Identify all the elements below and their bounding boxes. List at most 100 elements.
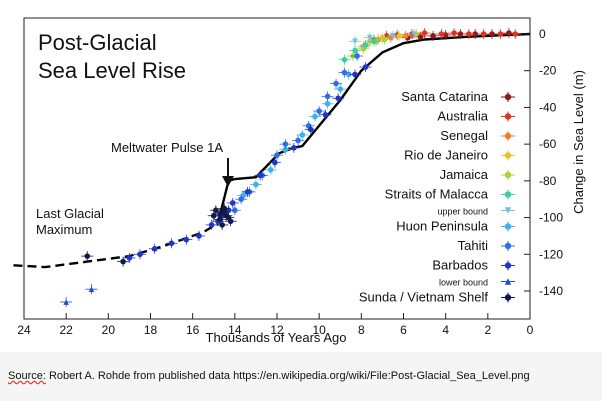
legend-label-jamaica: Jamaica: [440, 167, 489, 182]
data-point-upper-bound: [366, 34, 373, 41]
legend-label-straits-of-malacca: Straits of Malacca: [385, 187, 489, 202]
data-point-upper-bound: [411, 31, 417, 37]
data-point-tahiti: [341, 69, 348, 76]
y-tick-label: -40: [539, 100, 557, 114]
data-point-huon-peninsula: [253, 181, 259, 188]
data-point-tahiti: [333, 80, 339, 87]
legend-marker-jamaica: [504, 171, 512, 179]
data-point-australia: [512, 31, 519, 37]
legend-label-santa-catarina: Santa Catarina: [401, 89, 488, 104]
data-point-sunda-vietnam-shelf: [217, 211, 223, 217]
data-point-sunda-vietnam-shelf: [213, 207, 219, 214]
legend-marker-sunda-vietnam-shelf: [504, 294, 512, 301]
data-point-lower-bound: [88, 286, 95, 292]
data-point-huon-peninsula: [337, 86, 344, 92]
data-point-barbados: [168, 240, 175, 247]
plot-frame: [23, 17, 531, 320]
data-point-barbados: [307, 126, 314, 133]
data-point-sunda-vietnam-shelf: [221, 205, 228, 212]
chart-title-line-2: Sea Level Rise: [38, 58, 186, 83]
x-tick-label: 0: [527, 323, 534, 337]
legend-marker-lower-bound: [504, 278, 512, 285]
data-point-tahiti: [316, 108, 322, 114]
legend-label-upper-bound: upper bound: [437, 207, 488, 217]
legend-label-sunda-vietnam-shelf: Sunda / Vietnam Shelf: [359, 290, 489, 305]
data-point-santa-catarina: [457, 31, 464, 37]
source-middle: from published data: [130, 370, 234, 382]
x-tick-label: 8: [358, 323, 365, 337]
data-point-sunda-vietnam-shelf: [217, 216, 223, 223]
x-tick-label: 24: [17, 323, 31, 337]
data-point-barbados: [225, 207, 232, 214]
source-author: Robert A. Rohde: [48, 370, 131, 382]
annotation-lgm-line-2: Maximum: [36, 222, 92, 237]
legend-marker-australia: [504, 113, 512, 120]
data-point-santa-catarina: [417, 33, 424, 40]
data-point-santa-catarina: [430, 33, 436, 39]
data-point-senegal: [402, 33, 409, 39]
x-ticks: 24 22 20 18 16 14 12 10 8 6 4 2 0: [17, 313, 534, 337]
x-tick-label: 16: [186, 323, 200, 337]
legend-marker-rio-de-janeiro: [504, 152, 512, 159]
data-point-barbados: [272, 159, 278, 166]
data-point-sunda-vietnam-shelf: [223, 212, 230, 219]
legend-label-barbados: Barbados: [432, 258, 488, 273]
x-tick-label: 22: [59, 323, 73, 337]
data-point-straits-of-malacca: [352, 47, 358, 54]
legend-marker-huon-peninsula: [504, 223, 512, 230]
meltwater-arrow: [222, 158, 234, 187]
x-tick-label: 6: [400, 323, 407, 337]
chart-title-line-1: Post-Glacial: [38, 30, 157, 55]
y-tick-label: -20: [539, 64, 557, 78]
x-tick-label: 10: [312, 323, 326, 337]
source-url: https://en.wikipedia.org/wiki/File:Post-…: [233, 370, 530, 382]
chart-panel: 24 22 20 18 16 14 12 10 8 6 4 2 0 0 -20 -40 -60 -80 -100-…: [13, 17, 586, 345]
data-point-barbados: [137, 251, 143, 258]
x-tick-label: 18: [144, 323, 158, 337]
data-point-barbados: [151, 245, 158, 252]
data-point-sunda-vietnam-shelf: [227, 218, 234, 225]
trend-line-solid: [216, 32, 531, 224]
legend-marker-senegal: [504, 132, 512, 140]
y-tick-label: -60: [539, 137, 557, 151]
y-tick-label: -80: [539, 174, 557, 188]
data-point-jamaica: [381, 36, 388, 43]
data-point-straits-of-malacca: [362, 42, 369, 48]
data-point-barbados: [208, 222, 215, 228]
data-point-barbados: [335, 95, 341, 102]
legend-label-huon-peninsula: Huon Peninsula: [396, 219, 489, 234]
data-point-santa-catarina: [472, 31, 478, 37]
x-tick-label: 2: [484, 323, 491, 337]
y-axis-label: Change in Sea Level (m): [571, 70, 586, 214]
data-point-huon-peninsula: [267, 167, 274, 173]
x-tick-label: 4: [442, 323, 449, 337]
data-point-australia: [438, 31, 445, 37]
data-point-upper-bound: [390, 33, 396, 39]
x-axis-label: Thousands of Years Ago: [206, 330, 347, 345]
y-tick-label: 0: [539, 27, 546, 41]
data-point-barbados: [196, 233, 202, 239]
data-point-barbados: [291, 145, 297, 151]
legend-marker-straits-of-malacca: [504, 191, 512, 198]
legend: Santa Catarina Australia Senegal Rio de Jan…: [359, 89, 515, 305]
data-point-tahiti: [324, 93, 331, 100]
y-tick-label: -120: [539, 247, 563, 261]
data-point-barbados: [362, 64, 369, 70]
data-point-barbados: [183, 236, 190, 243]
source-prefix: Source:: [8, 370, 46, 382]
data-point-australia: [497, 31, 504, 37]
data-point-australia: [451, 30, 457, 36]
y-tick-label: -100: [539, 211, 563, 225]
data-point-huon-peninsula: [312, 113, 318, 120]
legend-marker-barbados: [504, 262, 512, 269]
data-point-lower-bound: [63, 299, 69, 305]
sea-level-chart: 24 22 20 18 16 14 12 10 8 6 4 2 0 0-20-40-60-80-100-…: [13, 17, 586, 345]
data-point-sunda-vietnam-shelf: [84, 253, 91, 259]
data-point-tahiti: [295, 137, 301, 144]
data-point-straits-of-malacca: [341, 56, 348, 63]
legend-label-australia: Australia: [437, 109, 488, 124]
x-tick-label: 14: [228, 323, 242, 337]
data-point-australia: [466, 31, 472, 37]
data-point-santa-catarina: [506, 30, 512, 36]
annotation-meltwater-pulse: Meltwater Pulse 1A: [111, 140, 223, 155]
